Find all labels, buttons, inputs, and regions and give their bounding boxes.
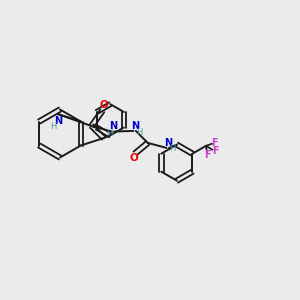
Text: N: N <box>110 121 118 131</box>
Text: O: O <box>130 153 138 163</box>
Text: H: H <box>136 128 142 137</box>
Text: N: N <box>55 116 63 126</box>
Text: N: N <box>164 137 172 148</box>
Text: N: N <box>131 121 139 130</box>
Text: H: H <box>50 122 57 131</box>
Text: F: F <box>211 138 218 148</box>
Text: H: H <box>169 144 175 153</box>
Text: O: O <box>99 100 108 110</box>
Text: F: F <box>212 146 218 156</box>
Text: F: F <box>204 151 211 160</box>
Text: H: H <box>106 128 113 137</box>
